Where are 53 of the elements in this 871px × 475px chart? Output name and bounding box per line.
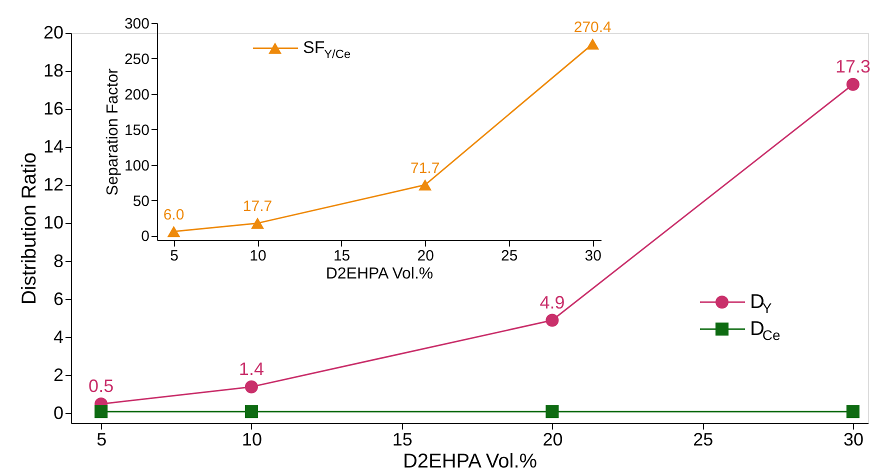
point	[418, 179, 432, 191]
y-tick-label: 10	[43, 212, 64, 233]
x-tick-label: 10	[250, 248, 266, 264]
y-tick-label: 16	[43, 98, 64, 119]
x-tick-label: 25	[501, 248, 518, 264]
x-axis-title: D2EHPA Vol.%	[326, 266, 434, 282]
x-tick-label: 5	[170, 248, 178, 264]
y-tick-label: 4	[53, 326, 64, 347]
x-axis-title: D2EHPA Vol.%	[402, 450, 538, 472]
data-label: 270.4	[574, 18, 612, 36]
x-tick-label: 20	[542, 430, 563, 450]
point	[586, 38, 600, 50]
y-tick-label: 20	[43, 22, 64, 42]
data-label: 17.3	[835, 56, 870, 76]
point	[244, 405, 258, 418]
point	[546, 405, 559, 418]
y-tick-label: 100	[124, 157, 150, 174]
y-tick-label: 0	[53, 402, 64, 423]
y-tick-label: 150	[124, 122, 150, 139]
data-label: 17.7	[242, 198, 272, 216]
y-tick-label: 18	[43, 60, 64, 81]
data-label: 6.0	[163, 206, 184, 224]
point	[846, 405, 860, 418]
y-tick-label: 0	[141, 228, 150, 246]
y-axis-title: Distribution Ratio	[18, 152, 40, 305]
x-tick-label: 5	[96, 430, 107, 450]
data-label: 1.4	[238, 358, 264, 379]
x-tick-label: 15	[392, 430, 412, 450]
data-label: 0.5	[88, 376, 114, 396]
x-tick-label: 30	[843, 430, 864, 450]
point	[546, 314, 559, 327]
point	[244, 380, 258, 394]
y-tick-label: 200	[124, 86, 150, 104]
data-label: 4.9	[540, 292, 565, 312]
y-tick-label: 50	[132, 192, 150, 210]
x-tick-label: 25	[693, 430, 714, 450]
y-tick-label: 250	[124, 50, 150, 68]
x-tick-label: 10	[242, 430, 262, 450]
y-tick-label: 6	[53, 288, 64, 309]
data-label: 71.7	[410, 160, 440, 177]
x-tick-label: 30	[584, 248, 602, 264]
x-tick-label: 20	[417, 248, 434, 264]
point	[251, 218, 264, 229]
point	[846, 78, 860, 91]
y-tick-label: 300	[124, 16, 150, 32]
y-tick-label: 14	[43, 136, 64, 157]
point	[94, 405, 108, 418]
x-tick-label: 15	[333, 248, 350, 264]
y-tick-label: 2	[53, 364, 64, 385]
y-tick-label: 8	[53, 250, 64, 271]
point	[167, 226, 180, 238]
y-tick-label: 12	[43, 174, 64, 195]
y-axis-title: Separation Factor	[104, 68, 122, 196]
